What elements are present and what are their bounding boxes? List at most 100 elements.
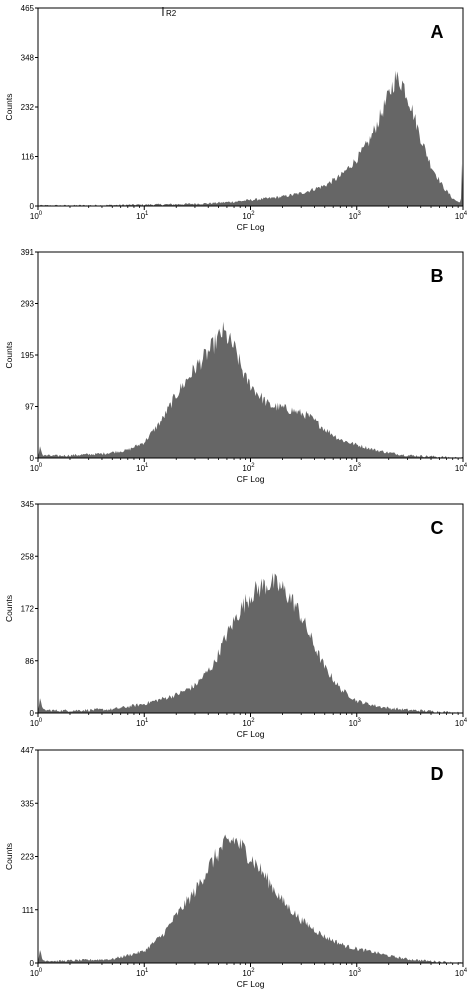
x-tick-exponent: 3 [358,211,362,217]
histogram-area [38,572,463,713]
x-tick-exponent: 4 [464,968,468,974]
x-tick-base: 10 [30,719,39,728]
x-tick-label: 103 [349,968,362,978]
x-tick-label: 100 [30,968,43,978]
y-tick-label: 232 [21,103,35,112]
gate-label: R2 [166,9,177,18]
x-tick-exponent: 3 [358,463,362,469]
panel-label: A [431,22,444,42]
x-tick-exponent: 3 [358,718,362,724]
x-tick-base: 10 [349,969,358,978]
x-tick-base: 10 [349,212,358,221]
histogram-area [38,70,463,206]
y-axis-title: Counts [4,94,14,121]
x-tick-base: 10 [242,464,251,473]
x-tick-exponent: 1 [145,211,149,217]
x-tick-exponent: 2 [251,718,255,724]
x-axis-title: CF Log [237,222,265,232]
x-tick-exponent: 2 [251,968,255,974]
y-tick-label: 0 [30,454,35,463]
x-tick-base: 10 [136,969,145,978]
x-tick-label: 102 [242,463,255,473]
y-tick-label: 195 [21,351,35,360]
y-tick-label: 348 [21,54,35,63]
panel-label: D [431,764,444,784]
y-axis-title: Counts [4,595,14,622]
panel-label: C [431,518,444,538]
x-tick-label: 101 [136,968,149,978]
y-tick-label: 345 [21,500,35,509]
x-tick-label: 103 [349,211,362,221]
x-tick-exponent: 2 [251,463,255,469]
x-axis-title: CF Log [237,729,265,739]
y-tick-label: 97 [25,403,34,412]
x-tick-exponent: 0 [39,718,43,724]
x-tick-label: 101 [136,211,149,221]
y-tick-label: 0 [30,959,35,968]
x-tick-exponent: 0 [39,463,43,469]
histogram-area [38,321,463,458]
y-tick-label: 391 [21,248,35,257]
y-tick-label: 86 [25,657,34,666]
x-tick-base: 10 [455,719,464,728]
y-tick-label: 0 [30,709,35,718]
x-tick-base: 10 [242,719,251,728]
x-tick-label: 103 [349,718,362,728]
x-tick-base: 10 [30,464,39,473]
panel-label: B [431,266,444,286]
y-tick-label: 223 [21,853,35,862]
x-tick-base: 10 [30,969,39,978]
x-tick-label: 102 [242,968,255,978]
x-tick-label: 104 [455,968,468,978]
x-tick-label: 100 [30,211,43,221]
x-tick-exponent: 2 [251,211,255,217]
x-tick-base: 10 [455,212,464,221]
x-tick-label: 100 [30,718,43,728]
x-tick-exponent: 1 [145,463,149,469]
y-tick-label: 111 [22,906,35,915]
y-tick-label: 465 [21,4,35,13]
x-tick-label: 101 [136,718,149,728]
x-axis-title: CF Log [237,474,265,484]
x-tick-base: 10 [455,969,464,978]
x-tick-base: 10 [136,212,145,221]
x-tick-exponent: 4 [464,463,468,469]
y-tick-label: 258 [21,552,35,561]
histogram-area [38,834,463,963]
y-tick-label: 0 [30,202,35,211]
x-tick-base: 10 [242,212,251,221]
y-tick-label: 447 [21,746,35,755]
x-tick-label: 100 [30,463,43,473]
x-tick-exponent: 1 [145,968,149,974]
x-tick-label: 104 [455,463,468,473]
x-tick-base: 10 [349,719,358,728]
x-tick-label: 102 [242,211,255,221]
x-tick-exponent: 1 [145,718,149,724]
y-tick-label: 335 [21,799,35,808]
y-axis-title: Counts [4,843,14,870]
x-tick-exponent: 4 [464,718,468,724]
y-tick-label: 293 [21,300,35,309]
x-tick-label: 101 [136,463,149,473]
x-tick-base: 10 [455,464,464,473]
x-tick-base: 10 [30,212,39,221]
y-axis-title: Counts [4,342,14,369]
x-tick-base: 10 [349,464,358,473]
x-tick-exponent: 4 [464,211,468,217]
x-tick-base: 10 [136,719,145,728]
x-tick-base: 10 [136,464,145,473]
x-tick-exponent: 3 [358,968,362,974]
y-tick-label: 116 [21,153,34,162]
y-tick-label: 172 [21,605,35,614]
x-tick-exponent: 0 [39,211,43,217]
x-tick-label: 102 [242,718,255,728]
x-tick-label: 104 [455,718,468,728]
x-tick-label: 103 [349,463,362,473]
x-tick-base: 10 [242,969,251,978]
x-tick-exponent: 0 [39,968,43,974]
